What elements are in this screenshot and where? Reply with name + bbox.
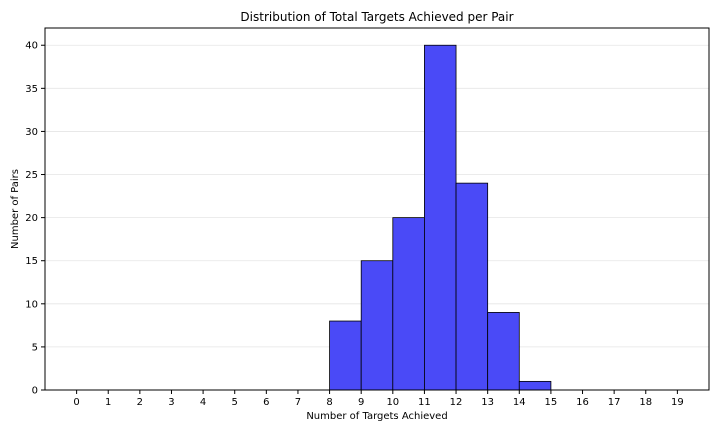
x-tick-label: 5: [232, 397, 238, 408]
y-axis-label: Number of Pairs: [10, 169, 21, 249]
x-tick-label: 16: [576, 397, 589, 408]
histogram-bar: [392, 217, 425, 391]
x-tick-label: 13: [481, 397, 494, 408]
x-tick-label: 2: [137, 397, 143, 408]
y-tick-label: 40: [25, 41, 38, 52]
x-tick-label: 15: [545, 397, 558, 408]
x-tick-label: 11: [418, 397, 431, 408]
y-axis-ticks: 0 5 10 15 20 25 30 35 40: [25, 41, 45, 397]
x-tick-label: 9: [358, 397, 364, 408]
x-tick-label: 1: [105, 397, 111, 408]
x-tick-label: 7: [295, 397, 301, 408]
x-tick-label: 19: [671, 397, 684, 408]
histogram-bar: [518, 380, 552, 391]
x-tick-label: 6: [263, 397, 269, 408]
y-tick-label: 35: [25, 84, 38, 95]
y-tick-label: 25: [25, 170, 38, 181]
y-tick-label: 0: [32, 386, 38, 397]
x-tick-label: 10: [386, 397, 399, 408]
x-tick-label: 0: [73, 397, 79, 408]
y-tick-label: 30: [25, 127, 38, 138]
y-tick-label: 5: [32, 342, 38, 353]
y-tick-label: 20: [25, 213, 38, 224]
histogram-bar: [487, 312, 520, 391]
y-tick-label: 10: [25, 299, 38, 310]
x-axis-ticks: 0 1 2 3 4 5 6 7 8 9 10 11 12 13 14 15 16 17 18 19: [73, 390, 684, 408]
y-tick-label: 15: [25, 256, 38, 267]
x-tick-label: 12: [450, 397, 463, 408]
chart-title: Distribution of Total Targets Achieved p…: [240, 10, 513, 24]
x-tick-label: 17: [608, 397, 621, 408]
x-tick-label: 4: [200, 397, 206, 408]
plot-frame: [44, 27, 710, 391]
histogram-bar: [455, 182, 489, 391]
histogram-bar: [424, 44, 457, 391]
x-tick-label: 18: [639, 397, 652, 408]
x-axis-label: Number of Targets Achieved: [306, 411, 447, 422]
x-tick-label: 3: [168, 397, 174, 408]
histogram-bar: [360, 260, 394, 391]
x-tick-label: 14: [513, 397, 526, 408]
histogram-bar: [329, 320, 362, 391]
x-tick-label: 8: [326, 397, 332, 408]
bars: [329, 44, 552, 391]
